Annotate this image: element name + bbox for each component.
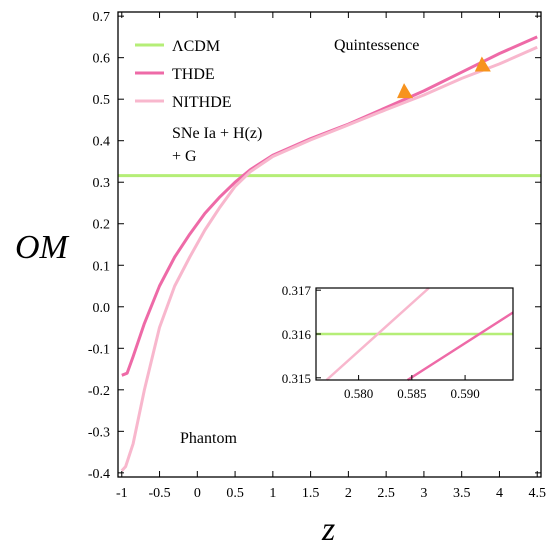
inset-y-tick-label: 0.317	[282, 283, 312, 298]
y-tick-label: 0.5	[93, 93, 111, 108]
direction-markers	[397, 56, 491, 99]
direction-marker-2	[474, 56, 491, 72]
inset-x-tick-label: 0.580	[344, 386, 373, 401]
legend-label-lcdm: ΛCDM	[172, 38, 220, 55]
y-tick-label: 0.7	[93, 10, 111, 25]
y-tick-label: 0.0	[93, 301, 111, 316]
plot-frame	[117, 11, 542, 478]
x-tick-label: 1	[269, 486, 276, 501]
y-tick-label: -0.4	[88, 467, 110, 482]
y-tick-label: -0.2	[88, 384, 110, 399]
x-tick-label: 4.5	[528, 486, 546, 501]
x-tick-label: 1.5	[302, 486, 320, 501]
y-tick-label: 0.4	[93, 135, 111, 150]
inset-x-tick-label: 0.590	[450, 386, 479, 401]
x-axis-title: z	[321, 511, 335, 548]
y-tick-label: 0.3	[93, 176, 111, 191]
inset-y-tick-label: 0.315	[282, 371, 311, 386]
y-tick-label: -0.1	[88, 342, 110, 357]
x-tick-label: -0.5	[148, 486, 170, 501]
x-tick-label: 3	[420, 486, 427, 501]
legend: ΛCDM THDE NITHDE	[135, 38, 232, 111]
inset-plot: 0.580 0.585 0.590 0.315 0.316 0.317	[282, 283, 514, 401]
dataset-label-line1: SNe Ia + H(z)	[172, 125, 262, 142]
main-plot-lines	[118, 35, 541, 472]
legend-label-nithde: NITHDE	[172, 94, 232, 111]
x-tick-label: 2	[345, 486, 352, 501]
inset-line-thde	[406, 311, 514, 382]
x-tick-label: 0	[194, 486, 201, 501]
direction-marker-1	[397, 83, 414, 99]
y-axis-title: OM	[15, 229, 70, 266]
inset-x-tick-label: 0.585	[397, 386, 426, 401]
quintessence-label: Quintessence	[334, 37, 419, 54]
x-tick-label: 3.5	[453, 486, 471, 501]
y-tick-label: -0.3	[88, 425, 110, 440]
inset-lines	[316, 287, 514, 382]
inset-y-ticks: 0.315 0.316 0.317	[282, 283, 321, 386]
phantom-label: Phantom	[180, 430, 237, 447]
series-line-nithde	[120, 45, 538, 472]
series-line-thde	[121, 35, 538, 377]
x-tick-label: 2.5	[377, 486, 395, 501]
x-tick-label: -1	[116, 486, 128, 501]
inset-line-nithde	[325, 287, 430, 381]
x-axis-ticks: -1 -0.5 0 0.5 1 1.5 2 2.5 3 3.5 4 4.5	[116, 12, 546, 501]
dataset-label-line2: + G	[172, 148, 197, 165]
x-tick-label: 4	[496, 486, 503, 501]
inset-x-ticks: 0.580 0.585 0.590	[344, 375, 480, 401]
y-tick-label: 0.6	[93, 52, 111, 67]
y-tick-label: 0.1	[93, 259, 111, 274]
y-axis-ticks: -0.4 -0.3 -0.2 -0.1 0.0 0.1 0.2 0.3 0.4 0.5 0.6 0.7	[88, 10, 541, 482]
x-tick-label: 0.5	[226, 486, 244, 501]
y-tick-label: 0.2	[93, 218, 111, 233]
inset-y-tick-label: 0.316	[282, 327, 312, 342]
legend-label-thde: THDE	[172, 66, 215, 83]
